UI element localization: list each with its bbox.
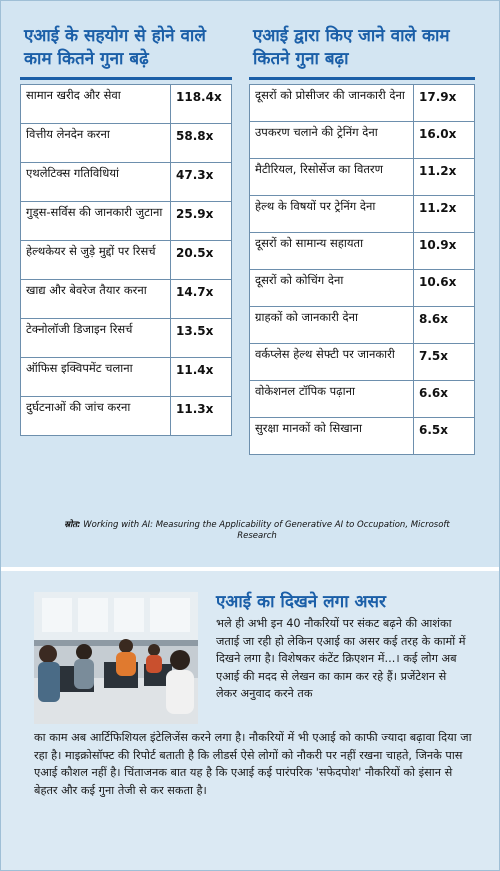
multiplier-cell: 118.4x [170,84,232,124]
task-cell: दूसरों को कोचिंग देना [249,269,414,307]
multiplier-cell: 16.0x [413,121,475,159]
multiplier-cell: 11.4x [170,357,232,397]
multiplier-cell: 13.5x [170,318,232,358]
multiplier-cell: 47.3x [170,162,232,202]
multiplier-cell: 10.9x [413,232,475,270]
task-cell: ऑफिस इक्विपमेंट चलाना [20,357,171,397]
right-panel-title: एआई द्वारा किए जाने वाले काम कितने गुना … [249,25,475,80]
task-cell: वर्कप्लेस हेल्थ सेफ्टी पर जानकारी [249,343,414,381]
task-cell: ग्राहकों को जानकारी देना [249,306,414,344]
task-cell: वित्तीय लेनदेन करना [20,123,171,163]
table-row: वर्कप्लेस हेल्थ सेफ्टी पर जानकारी 7.5x [249,343,475,381]
multiplier-cell: 8.6x [413,306,475,344]
table-row: वित्तीय लेनदेन करना 58.8x [20,123,232,163]
table-row: ऑफिस इक्विपमेंट चलाना 11.4x [20,357,232,397]
task-cell: सुरक्षा मानकों को सिखाना [249,417,414,455]
multiplier-cell: 7.5x [413,343,475,381]
task-cell: दूसरों को सामान्य सहायता [249,232,414,270]
task-cell: मैटीरियल, रिसोर्सेज का वितरण [249,158,414,196]
multiplier-cell: 14.7x [170,279,232,319]
ai-assisted-tasks-table: सामान खरीद और सेवा 118.4x वित्तीय लेनदेन क… [20,84,232,436]
table-row: सामान खरीद और सेवा 118.4x [20,84,232,124]
multiplier-cell: 11.3x [170,396,232,436]
task-cell: दुर्घटनाओं की जांच करना [20,396,171,436]
source-credit: स्रोत: Working with AI: Measuring the Ap… [57,520,457,542]
source-text: Working with AI: Measuring the Applicabi… [83,520,450,541]
task-cell: वोकेशनल टॉपिक पढ़ाना [249,380,414,418]
office-workers-photo [34,592,198,724]
multiplier-cell: 20.5x [170,240,232,280]
table-row: उपकरण चलाने की ट्रेनिंग देना 16.0x [249,121,475,159]
table-row: गुड्स-सर्विस की जानकारी जुटाना 25.9x [20,201,232,241]
task-cell: सामान खरीद और सेवा [20,84,171,124]
article-body-bottom: का काम अब आर्टिफिशियल इंटेलिजेंस करने लग… [34,731,472,797]
table-row: दूसरों को प्रोसीजर की जानकारी देना 17.9x [249,84,475,122]
table-row: ग्राहकों को जानकारी देना 8.6x [249,306,475,344]
table-row: सुरक्षा मानकों को सिखाना 6.5x [249,417,475,455]
multiplier-cell: 11.2x [413,158,475,196]
task-cell: टेक्नोलॉजी डिजाइन रिसर्च [20,318,171,358]
table-row: खाद्य और बेवरेज तैयार करना 14.7x [20,279,232,319]
table-row: दूसरों को सामान्य सहायता 10.9x [249,232,475,270]
ai-performed-tasks-table: दूसरों को प्रोसीजर की जानकारी देना 17.9x उ… [249,84,475,455]
table-row: हेल्थ के विषयों पर ट्रेनिंग देना 11.2x [249,195,475,233]
table-row: एथलेटिक्स गतिविधियां 47.3x [20,162,232,202]
article-title: एआई का दिखने लगा असर [216,592,386,612]
task-cell: हेल्थ के विषयों पर ट्रेनिंग देना [249,195,414,233]
ai-performed-tasks-panel: एआई द्वारा किए जाने वाले काम कितने गुना … [249,25,475,455]
task-cell: एथलेटिक्स गतिविधियां [20,162,171,202]
table-row: दुर्घटनाओं की जांच करना 11.3x [20,396,232,436]
ai-assisted-tasks-panel: एआई के सहयोग से होने वाले काम कितने गुना… [20,25,232,436]
task-cell: गुड्स-सर्विस की जानकारी जुटाना [20,201,171,241]
multiplier-cell: 6.5x [413,417,475,455]
source-label: स्रोत: [64,520,81,530]
multiplier-cell: 58.8x [170,123,232,163]
multiplier-cell: 17.9x [413,84,475,122]
left-panel-title: एआई के सहयोग से होने वाले काम कितने गुना… [20,25,232,80]
infographic-section: एआई के सहयोग से होने वाले काम कितने गुना… [1,1,499,567]
table-row: मैटीरियल, रिसोर्सेज का वितरण 11.2x [249,158,475,196]
task-cell: दूसरों को प्रोसीजर की जानकारी देना [249,84,414,122]
table-row: हेल्थकेयर से जुड़े मुद्दों पर रिसर्च 20.5… [20,240,232,280]
table-row: टेक्नोलॉजी डिजाइन रिसर्च 13.5x [20,318,232,358]
table-row: वोकेशनल टॉपिक पढ़ाना 6.6x [249,380,475,418]
task-cell: खाद्य और बेवरेज तैयार करना [20,279,171,319]
multiplier-cell: 10.6x [413,269,475,307]
task-cell: उपकरण चलाने की ट्रेनिंग देना [249,121,414,159]
multiplier-cell: 11.2x [413,195,475,233]
article-section: एआई का दिखने लगा असर भले ही अभी इन 40 नौ… [1,571,499,870]
task-cell: हेल्थकेयर से जुड़े मुद्दों पर रिसर्च [20,240,171,280]
multiplier-cell: 25.9x [170,201,232,241]
section-divider [1,567,499,571]
table-row: दूसरों को कोचिंग देना 10.6x [249,269,475,307]
multiplier-cell: 6.6x [413,380,475,418]
article-body-top: भले ही अभी इन 40 नौकरियों पर संकट बढ़ने … [216,617,466,700]
